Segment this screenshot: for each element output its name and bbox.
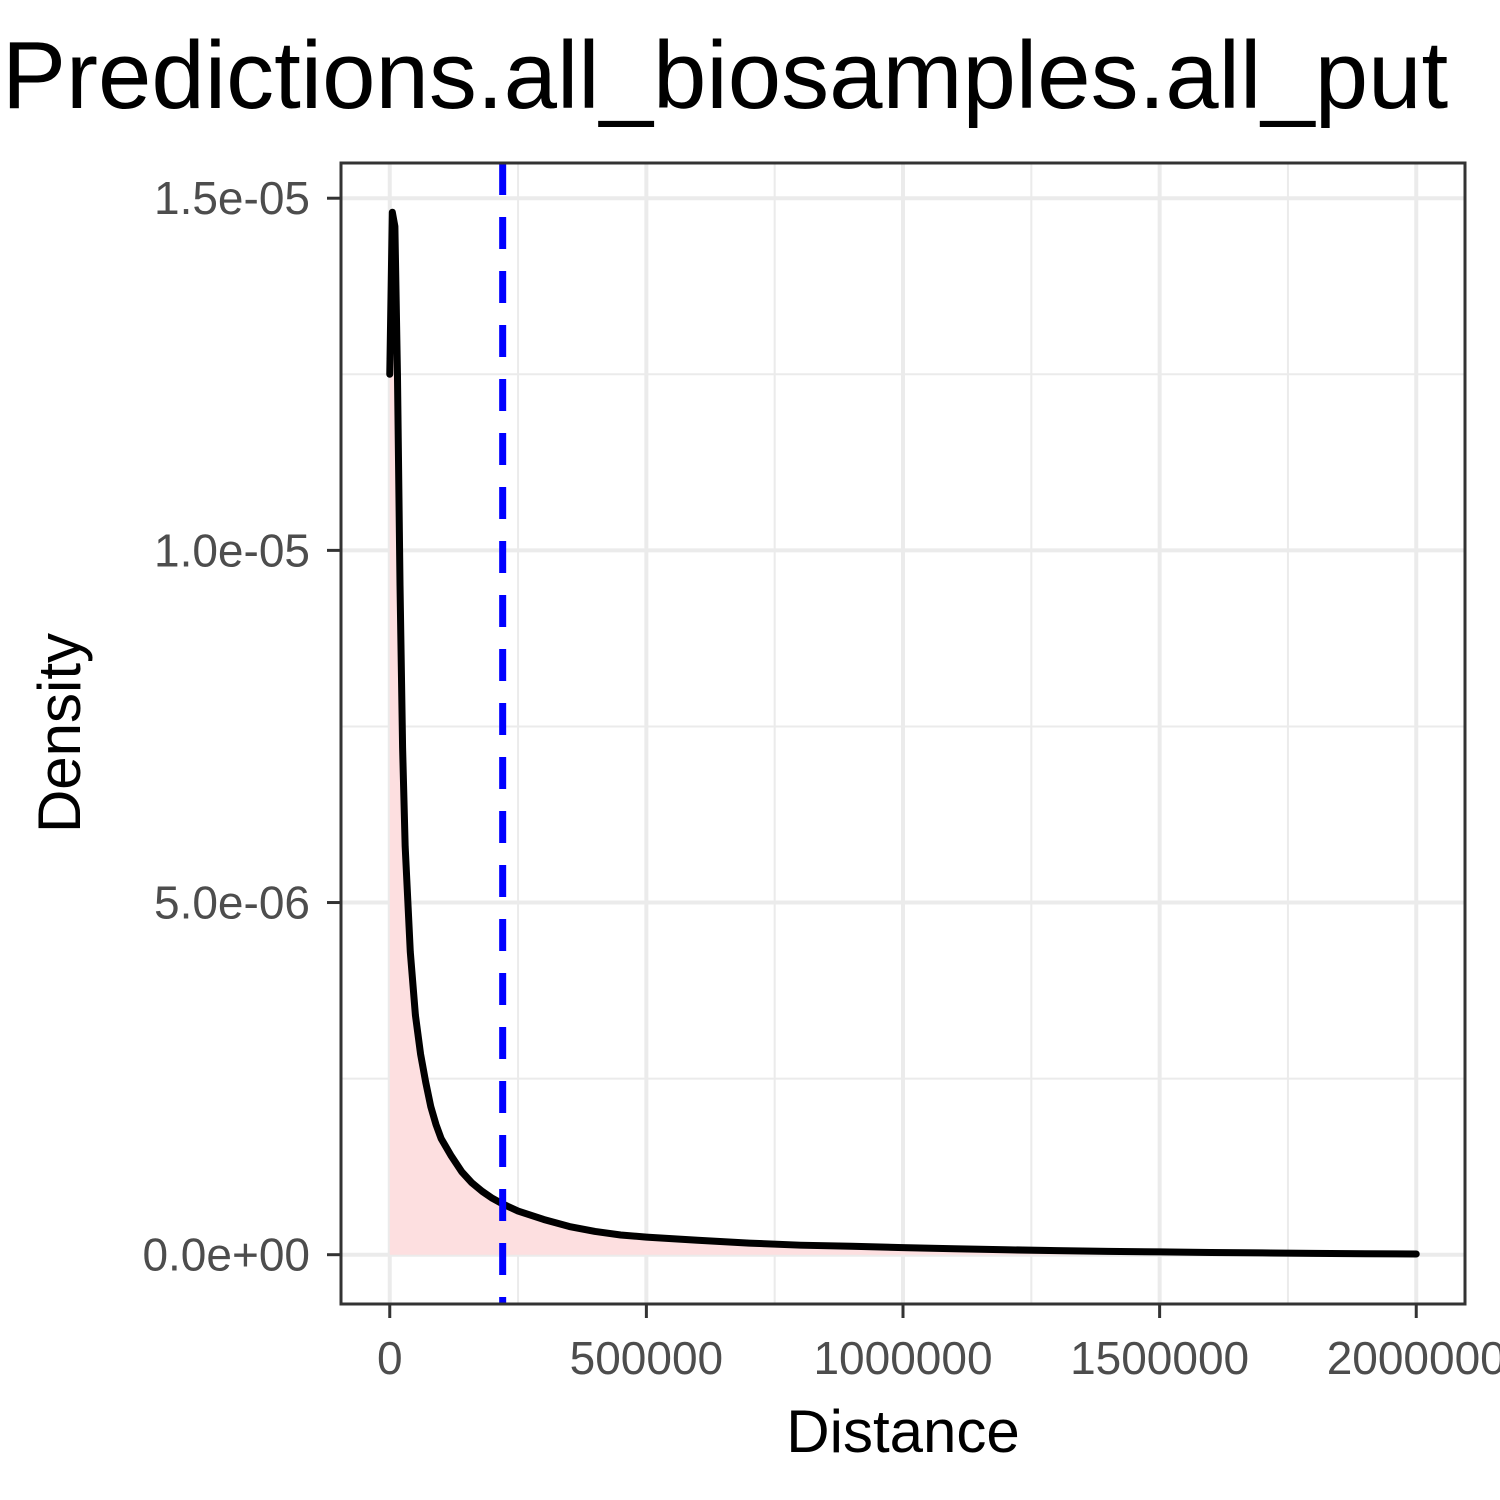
x-axis-title: Distance xyxy=(786,1398,1019,1465)
y-axis-title: Density xyxy=(26,633,93,833)
x-tick-label: 1500000 xyxy=(1070,1332,1249,1384)
y-tick-label: 1.5e-05 xyxy=(154,172,310,224)
chart-title: Predictions.all_biosamples.all_put xyxy=(2,22,1448,129)
x-tick-label: 0 xyxy=(377,1332,403,1384)
x-tick-label: 1000000 xyxy=(813,1332,992,1384)
plot-area xyxy=(386,163,1420,1304)
y-tick-label: 0.0e+00 xyxy=(142,1229,310,1281)
density-line xyxy=(386,208,1420,1258)
y-tick-label: 1.0e-05 xyxy=(154,524,310,576)
x-tick-label: 2000000 xyxy=(1327,1332,1500,1384)
x-tick-label: 500000 xyxy=(570,1332,724,1384)
x-axis: 0 500000 1000000 1500000 2000000 xyxy=(377,1304,1500,1384)
y-axis: 0.0e+00 5.0e-06 1.0e-05 1.5e-05 xyxy=(142,172,341,1281)
y-tick-label: 5.0e-06 xyxy=(154,877,310,929)
